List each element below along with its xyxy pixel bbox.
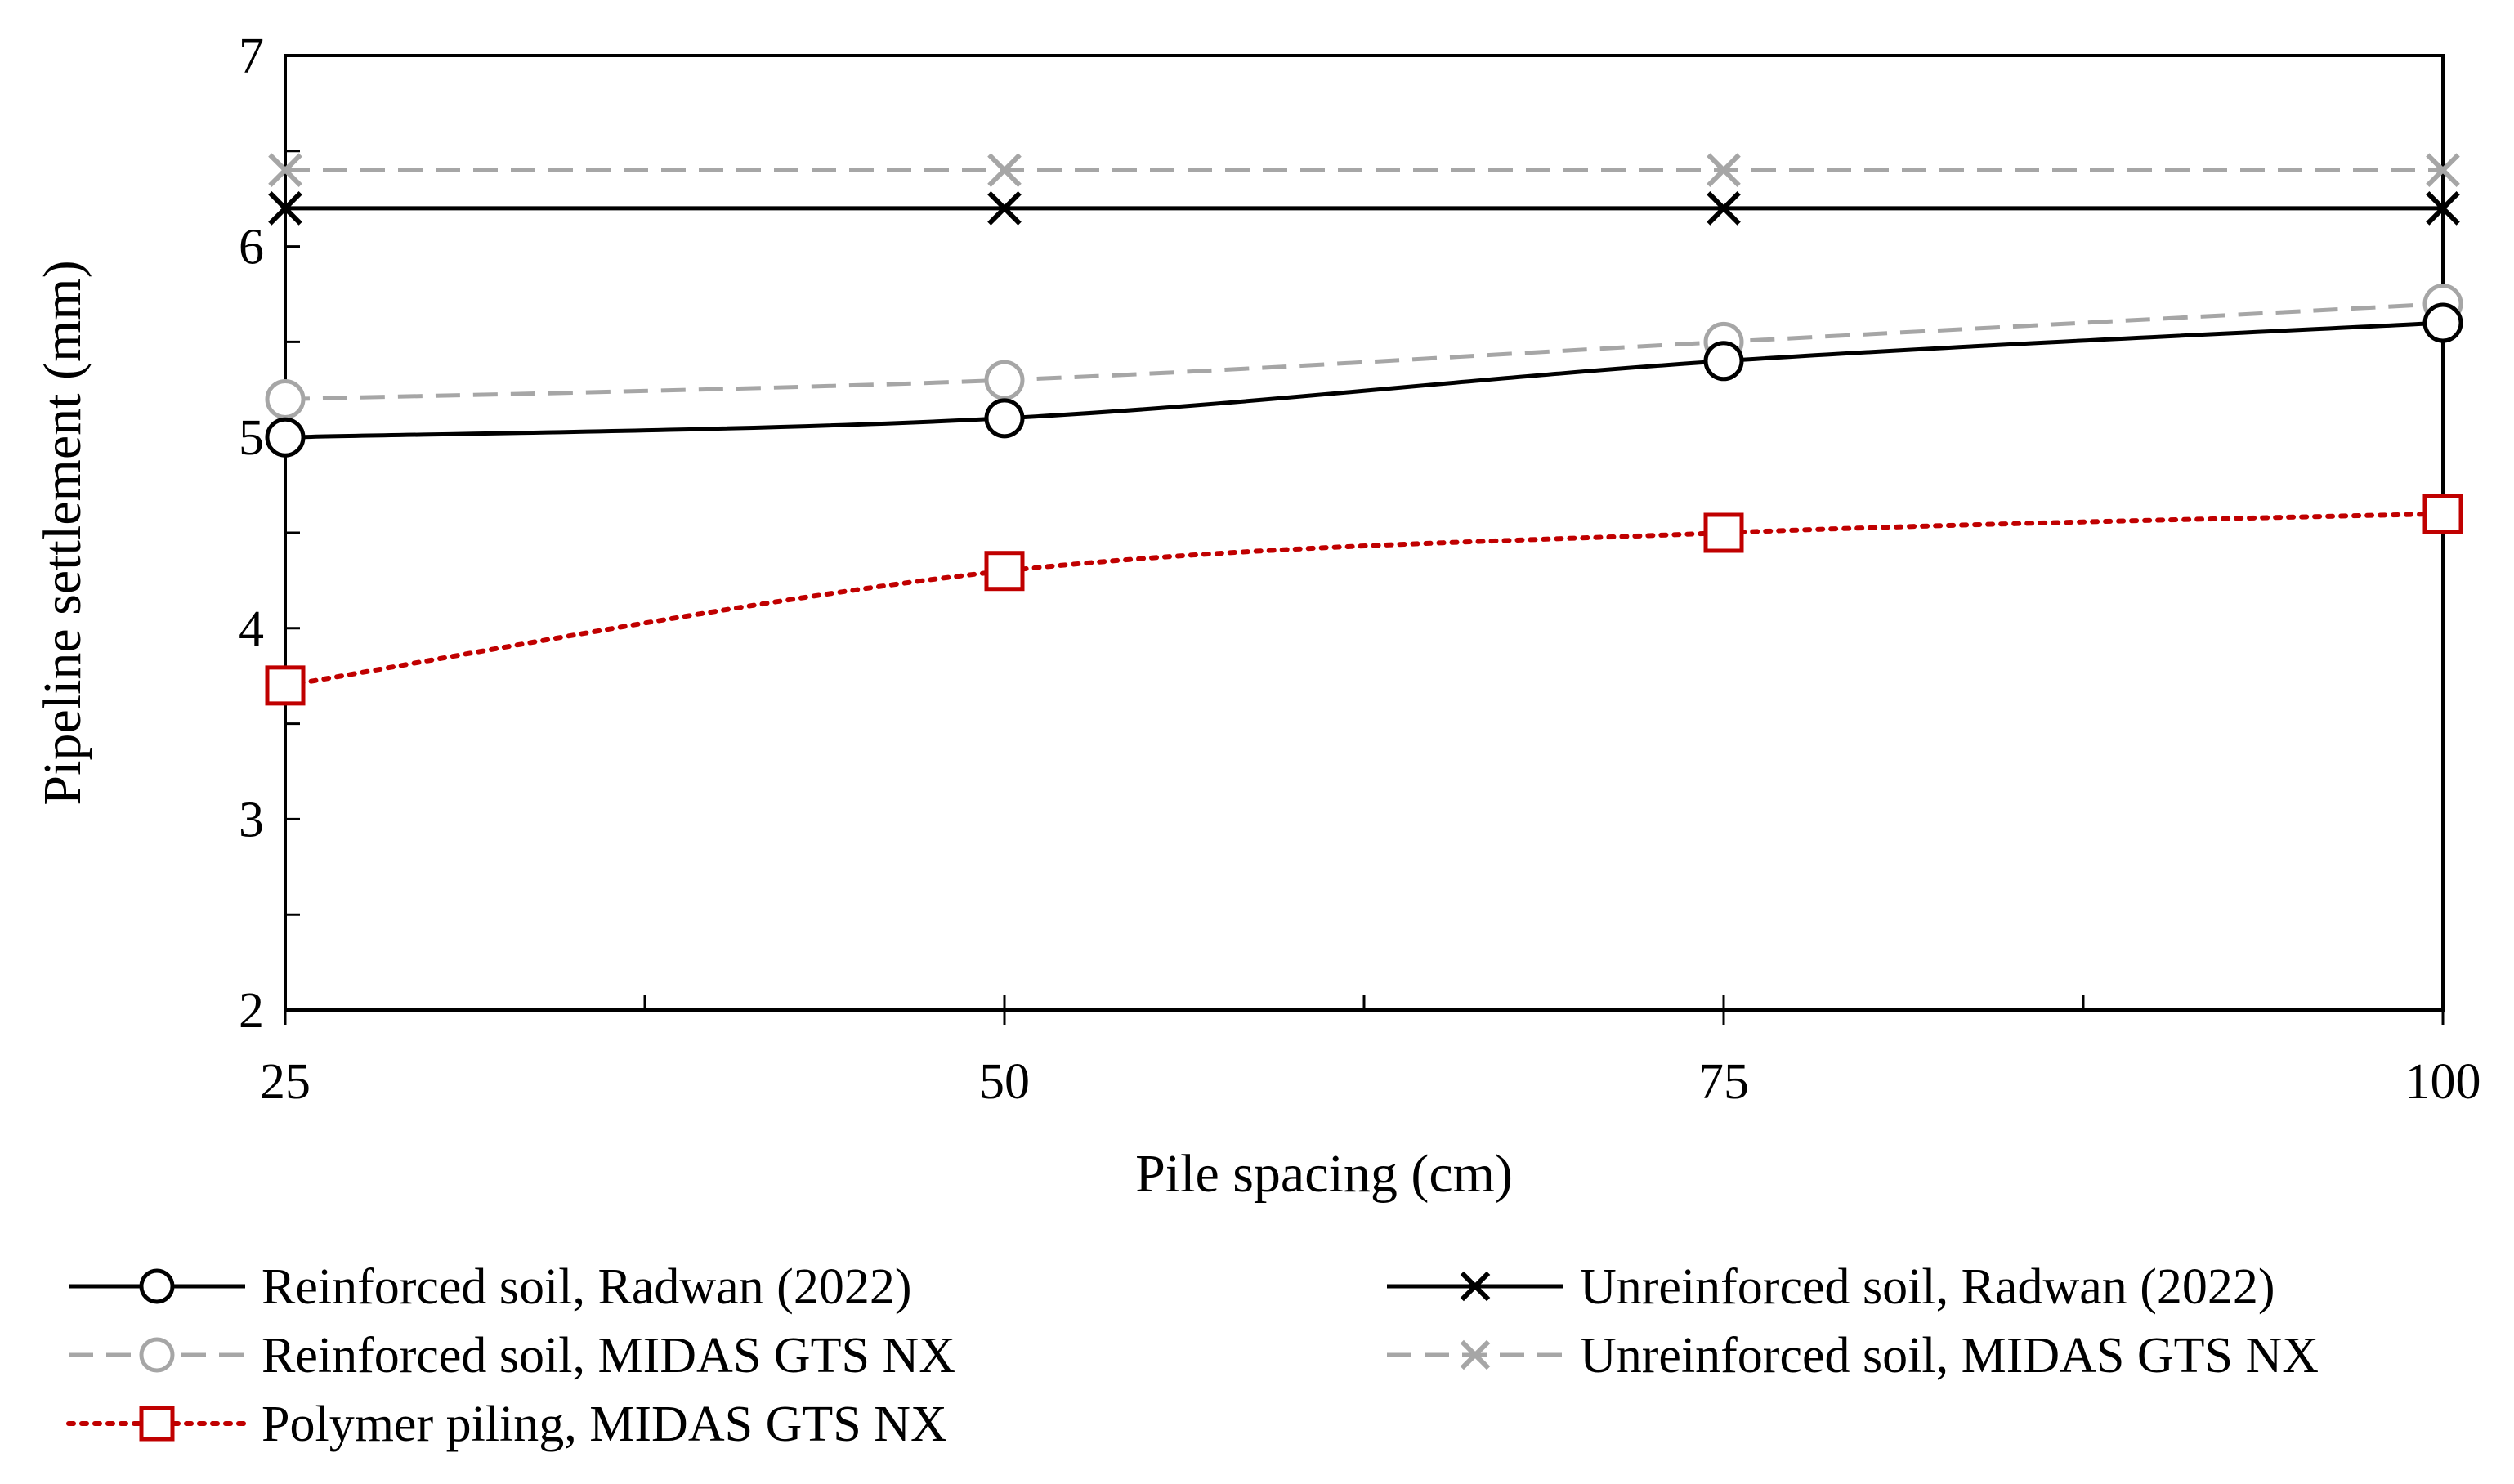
data-point [987, 153, 1022, 187]
y-tick-label: 5 [239, 410, 264, 466]
legend-label: Reinforced soil, MIDAS GTS NX [262, 1328, 955, 1383]
y-axis-title: Pipeline settlement (mm) [33, 260, 92, 805]
data-point [1703, 341, 1744, 382]
data-point [984, 360, 1025, 400]
y-tick-label: 7 [239, 29, 264, 84]
legend-item: Unreinforced soil, MIDAS GTS NX [1387, 1328, 2319, 1383]
data-point [2426, 153, 2460, 187]
x-tick-label: 100 [2405, 1054, 2481, 1110]
legend-item: Reinforced soil, Radwan (2022) [69, 1259, 911, 1315]
legend-label: Unreinforced soil, Radwan (2022) [1580, 1259, 2275, 1315]
y-tick-label: 6 [239, 220, 264, 275]
data-point [265, 378, 306, 419]
data-point [265, 665, 306, 706]
y-tick-label: 3 [239, 792, 264, 847]
series-4 [265, 494, 2463, 706]
legend-item: Unreinforced soil, Radwan (2022) [1387, 1259, 2275, 1315]
data-point [268, 191, 302, 226]
data-point [987, 191, 1022, 226]
legend-item: Polymer piling, MIDAS GTS NX [66, 1397, 947, 1452]
series-line [284, 302, 2444, 401]
series-layer [265, 153, 2463, 706]
series-0 [265, 302, 2463, 458]
legend-label: Reinforced soil, Radwan (2022) [262, 1259, 911, 1315]
x-tick-label: 50 [979, 1054, 1030, 1110]
series-3 [268, 153, 2460, 187]
legend-marker [1460, 1271, 1491, 1302]
data-point [268, 153, 302, 187]
x-tick-label: 25 [260, 1054, 311, 1110]
legend-item: Reinforced soil, MIDAS GTS NX [69, 1328, 955, 1383]
data-point [2422, 302, 2463, 343]
series-2 [265, 284, 2463, 419]
x-axis-title: Pile spacing (cm) [1135, 1144, 1513, 1204]
data-point [2426, 191, 2460, 226]
plot-area [284, 54, 2445, 1012]
x-tick-label: 75 [1698, 1054, 1749, 1110]
series-1 [268, 191, 2460, 226]
data-point [984, 398, 1025, 439]
series-line [284, 320, 2444, 440]
data-point [2422, 494, 2463, 534]
y-tick-label: 2 [239, 983, 264, 1039]
y-axis: 2 3 4 5 6 7 [239, 29, 300, 1039]
legend-label: Unreinforced soil, MIDAS GTS NX [1580, 1328, 2319, 1383]
series-line [283, 511, 2445, 688]
legend-label: Polymer piling, MIDAS GTS NX [262, 1397, 947, 1452]
data-point [1707, 153, 1741, 187]
legend-marker [1460, 1339, 1491, 1370]
data-point [1703, 512, 1744, 553]
x-axis: 25 50 75 100 [260, 995, 2481, 1110]
data-point [984, 551, 1025, 592]
data-point [1707, 191, 1741, 226]
legend-marker [139, 1406, 175, 1442]
legend-marker [139, 1268, 175, 1304]
legend-marker [139, 1337, 175, 1373]
data-point [265, 417, 306, 458]
y-tick-label: 4 [239, 601, 264, 657]
legend: Reinforced soil, Radwan (2022) Unreinforc… [66, 1259, 2319, 1452]
